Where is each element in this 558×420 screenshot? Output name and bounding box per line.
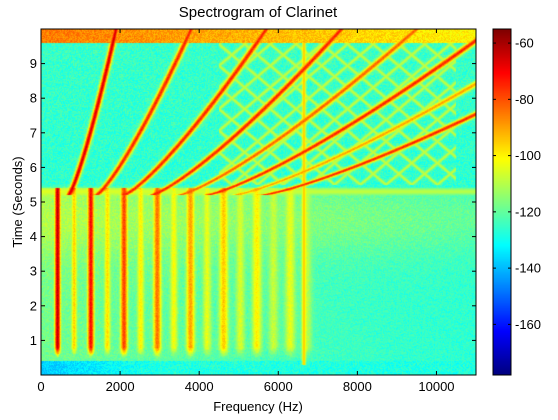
y-axis: 1 2 3 4 5 6 7 8 9	[30, 56, 476, 348]
colorbar-gradient	[493, 29, 511, 375]
y-tick-label: 2	[30, 298, 37, 313]
x-tick-label: 8000	[343, 379, 372, 394]
x-tick-label: 0	[37, 379, 44, 394]
y-tick-label: 6	[30, 160, 37, 175]
x-tick-label: 2000	[106, 379, 135, 394]
x-axis-label: Frequency (Hz)	[213, 399, 303, 414]
plot-area	[40, 28, 477, 376]
x-tick-label: 4000	[185, 379, 214, 394]
colorbar: -60 -80 -100 -120 -140 -160	[492, 28, 541, 376]
colorbar-tick-label: -100	[515, 148, 541, 163]
chart-title: Spectrogram of Clarinet	[179, 4, 338, 21]
colorbar-tick-label: -120	[515, 204, 541, 219]
colorbar-ticks: -60 -80 -100 -120 -140 -160	[493, 36, 541, 332]
x-tick-label: 6000	[264, 379, 293, 394]
y-tick-label: 7	[30, 125, 37, 140]
y-tick-label: 4	[30, 229, 37, 244]
y-tick-label: 8	[30, 91, 37, 106]
y-tick-label: 9	[30, 56, 37, 71]
colorbar-tick-label: -160	[515, 317, 541, 332]
y-tick-label: 1	[30, 333, 37, 348]
y-tick-label: 3	[30, 264, 37, 279]
y-tick-label: 5	[30, 195, 37, 210]
colorbar-frame	[492, 28, 512, 376]
colorbar-tick-label: -80	[515, 92, 534, 107]
x-axis: 0 2000 4000 6000 8000 10000	[37, 29, 455, 394]
colorbar-tick-label: -140	[515, 261, 541, 276]
y-axis-label: Time (Seconds)	[10, 156, 25, 247]
colorbar-tick-label: -60	[515, 36, 534, 51]
spectrogram-image	[41, 29, 476, 375]
x-tick-label: 10000	[418, 379, 454, 394]
